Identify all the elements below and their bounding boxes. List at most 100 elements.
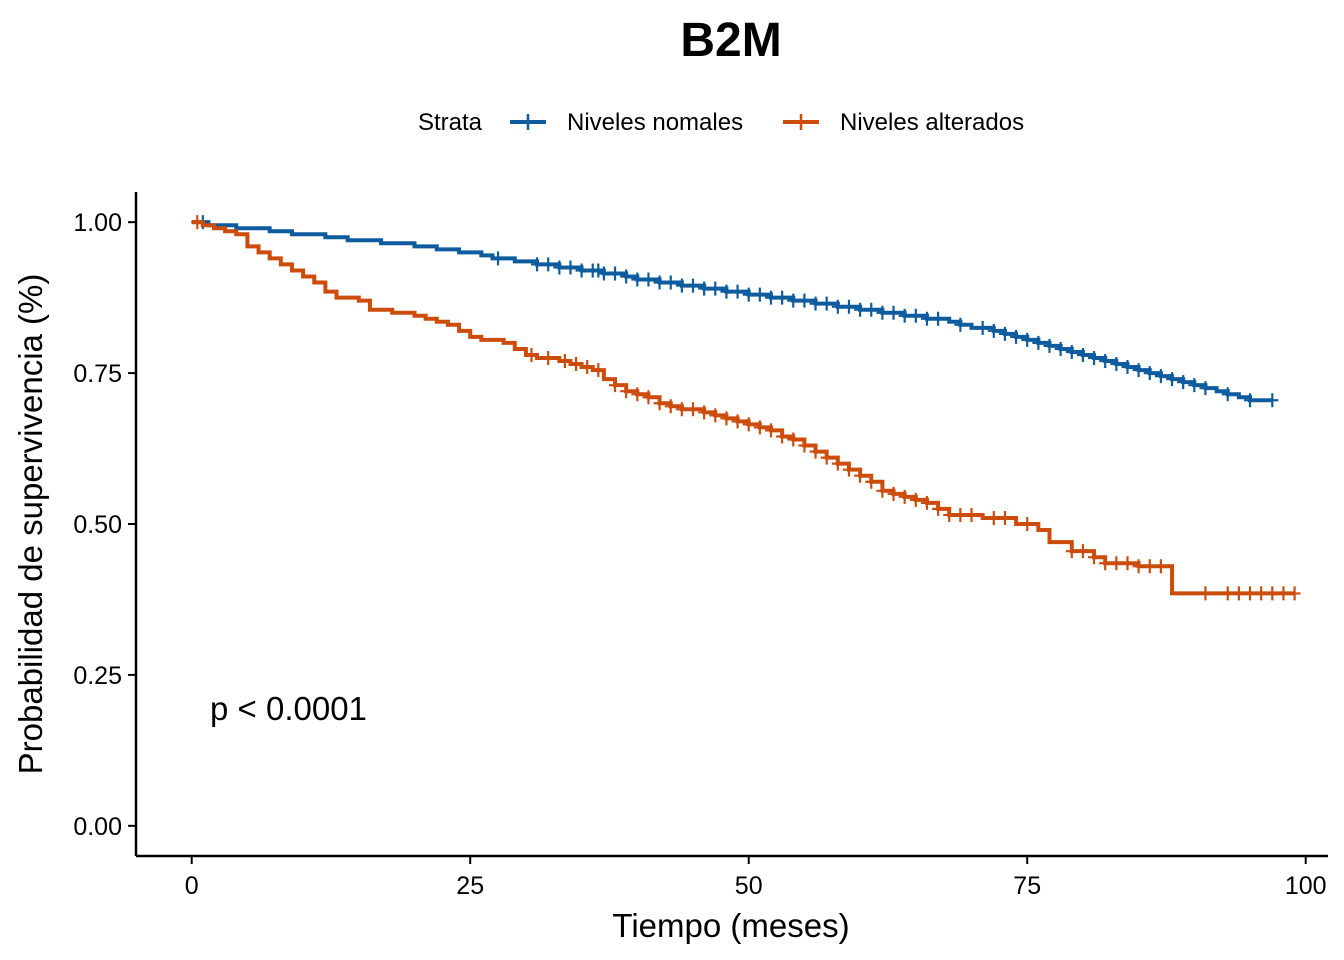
censor-mark <box>1043 338 1056 353</box>
censor-mark <box>687 402 700 417</box>
censor-mark <box>1065 344 1078 359</box>
censor-mark <box>965 507 978 522</box>
chart-title: B2M <box>680 14 781 67</box>
censor-mark <box>1065 544 1078 559</box>
censor-mark <box>787 432 800 447</box>
censor-mark <box>764 423 777 438</box>
censor-mark <box>776 429 789 444</box>
censor-mark <box>597 266 610 281</box>
censor-mark <box>809 444 822 459</box>
censor-mark <box>831 299 844 314</box>
censor-mark <box>865 302 878 317</box>
censor-mark <box>876 483 889 498</box>
censor-mark <box>720 411 733 426</box>
censor-mark <box>1244 393 1257 408</box>
censor-mark <box>709 281 722 296</box>
censor-mark <box>954 317 967 332</box>
censor-mark <box>1154 369 1167 384</box>
censor-mark <box>987 510 1000 525</box>
censor-mark <box>954 507 967 522</box>
censor-mark <box>898 308 911 323</box>
censor-mark <box>592 363 605 378</box>
censor-mark <box>776 290 789 305</box>
censor-mark <box>764 290 777 305</box>
censor-mark <box>898 489 911 504</box>
censor-mark <box>492 251 505 266</box>
censor-mark <box>1221 387 1234 402</box>
censor-mark <box>1232 586 1245 601</box>
censor-mark <box>1188 378 1201 393</box>
censor-mark <box>1199 586 1212 601</box>
censor-mark <box>620 269 633 284</box>
x-tick-label: 75 <box>1013 872 1041 900</box>
legend-title: Strata <box>418 109 483 136</box>
censor-mark <box>887 486 900 501</box>
censor-mark <box>631 272 644 287</box>
censor-mark <box>876 305 889 320</box>
censor-mark <box>720 284 733 299</box>
censor-mark <box>909 492 922 507</box>
censor-mark <box>887 305 900 320</box>
censor-mark <box>787 293 800 308</box>
censor-mark <box>809 296 822 311</box>
censor-mark <box>1110 556 1123 571</box>
censor-mark <box>631 387 644 402</box>
legend-label: Niveles nomales <box>567 109 743 136</box>
censor-mark <box>675 402 688 417</box>
x-tick-label: 25 <box>456 872 484 900</box>
censor-mark <box>620 384 633 399</box>
censor-mark <box>1132 559 1145 574</box>
censor-mark <box>698 281 711 296</box>
censor-mark <box>1099 354 1112 369</box>
censor-mark <box>798 438 811 453</box>
censor-mark <box>609 378 622 393</box>
censor-mark <box>664 399 677 414</box>
censor-mark <box>742 417 755 432</box>
censor-mark <box>842 462 855 477</box>
censor-mark <box>1076 347 1089 362</box>
censor-mark <box>798 293 811 308</box>
censor-mark <box>854 468 867 483</box>
censor-mark <box>920 495 933 510</box>
censor-mark <box>976 320 989 335</box>
censor-mark <box>987 323 1000 338</box>
censor-mark <box>570 357 583 372</box>
censor-mark <box>831 456 844 471</box>
censor-mark <box>558 354 571 369</box>
censor-mark <box>1121 556 1134 571</box>
survival-curve <box>191 220 1295 596</box>
censor-mark <box>581 360 594 375</box>
x-axis-title: Tiempo (meses) <box>612 907 849 944</box>
censor-mark <box>609 266 622 281</box>
censor-mark <box>1244 586 1257 601</box>
censor-mark <box>1266 393 1279 408</box>
censor-mark <box>753 287 766 302</box>
censor-mark <box>1121 360 1134 375</box>
censor-mark <box>687 278 700 293</box>
censor-mark <box>731 284 744 299</box>
survival-curve <box>191 220 1273 403</box>
censor-mark <box>542 351 555 365</box>
censor-mark <box>1021 517 1034 531</box>
censor-mark <box>191 215 204 230</box>
censor-mark <box>553 260 566 275</box>
censor-mark <box>642 272 655 287</box>
censor-mark <box>943 507 956 522</box>
censor-mark <box>998 326 1011 341</box>
censor-mark <box>865 474 878 489</box>
censor-mark <box>1032 335 1045 350</box>
censor-mark <box>1166 372 1179 387</box>
censor-mark <box>1132 363 1145 378</box>
censor-mark <box>820 450 833 465</box>
censor-mark <box>653 396 666 411</box>
series-niveles-alterados <box>191 215 1301 601</box>
legend-label: Niveles alterados <box>840 109 1024 136</box>
y-tick-label: 0.00 <box>73 813 122 841</box>
censor-mark <box>531 257 544 272</box>
censor-mark <box>1054 341 1067 356</box>
censor-mark <box>820 296 833 311</box>
censor-mark <box>753 420 766 435</box>
censor-mark <box>542 257 555 272</box>
